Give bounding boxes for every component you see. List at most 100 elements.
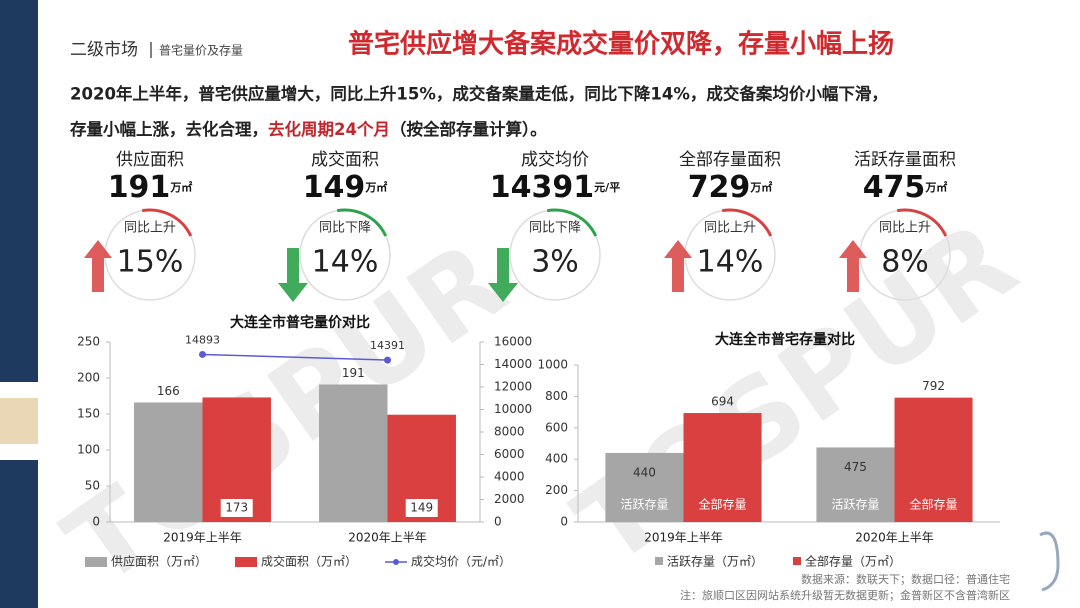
- data-label: 475: [844, 460, 867, 474]
- watermark: TOSPUR: [553, 197, 1038, 590]
- bar: [605, 452, 684, 522]
- kpi-change-label: 同比下降: [529, 221, 581, 236]
- arrow-up: [664, 240, 692, 292]
- summary-line: 存量小幅上涨，去化合理，去化周期24个月（按全部存量计算）。: [70, 119, 547, 139]
- side-band: [0, 0, 38, 382]
- y2-tick-label: 6000: [494, 447, 525, 461]
- logo: [1039, 531, 1060, 592]
- bar-name: 活跃存量: [831, 498, 879, 512]
- legend-label: 活跃存量（万㎡）: [667, 555, 763, 569]
- kpi-unit: 元/平: [594, 181, 620, 194]
- kpi-value-group: 191万㎡: [108, 170, 193, 205]
- kpi-label: 全部存量面积: [679, 150, 781, 170]
- kpi-arc: [546, 208, 598, 237]
- bar-name: 活跃存量: [620, 498, 668, 512]
- kpi-label: 成交均价: [521, 150, 589, 170]
- chart-title: 大连全市普宅存量对比: [715, 331, 855, 348]
- section: 二级市场: [70, 40, 138, 60]
- summary-text: 存量小幅上涨，去化合理，: [70, 119, 268, 139]
- x-tick-label: 2020年上半年: [348, 531, 427, 545]
- y-tick-label: 1000: [537, 358, 568, 372]
- y-tick-label: 800: [545, 389, 568, 403]
- kpi-change-label: 同比上升: [879, 221, 931, 236]
- y2-tick-label: 10000: [494, 402, 532, 416]
- y-tick-label: 200: [545, 483, 568, 497]
- x-tick-label: 2020年上半年: [855, 531, 934, 545]
- legend-label: 供应面积（万㎡）: [111, 554, 207, 569]
- arrow-up: [84, 240, 112, 292]
- data-label: 694: [711, 395, 734, 409]
- legend-label: 成交面积（万㎡）: [261, 554, 357, 569]
- y-tick-label: 600: [545, 420, 568, 434]
- bar: [894, 397, 973, 522]
- kpi-value: 191: [108, 170, 171, 205]
- kpi-label: 活跃存量面积: [854, 150, 956, 170]
- data-label: 191: [342, 366, 365, 380]
- data-label: 14391: [370, 339, 405, 352]
- bar-name: 全部存量: [699, 497, 747, 512]
- slide-title: 普宅供应增大备案成交量价双降，存量小幅上扬: [348, 29, 894, 60]
- kpi-change: 3%: [531, 245, 579, 280]
- bar-name: 全部存量: [910, 497, 958, 512]
- kpi-value-group: 729万㎡: [688, 170, 773, 205]
- kpi-change: 14%: [312, 245, 379, 280]
- kpi-value-group: 14391元/平: [490, 170, 620, 205]
- kpi-change: 8%: [881, 245, 929, 280]
- x-tick-label: 2019年上半年: [644, 531, 723, 545]
- kpi-change: 14%: [697, 245, 764, 280]
- kpi-unit: 万㎡: [924, 180, 947, 194]
- y2-tick-label: 8000: [494, 425, 525, 439]
- data-label: 792: [922, 379, 945, 393]
- y2-tick-label: 4000: [494, 470, 525, 484]
- legend-swatch: [793, 557, 801, 565]
- bar: [134, 402, 203, 522]
- data-label: 149: [410, 501, 433, 515]
- kpi-value: 729: [688, 170, 751, 205]
- y-tick-label: 0: [560, 515, 568, 529]
- kpi-value: 475: [863, 170, 926, 205]
- side-band: [0, 460, 38, 608]
- legend-swatch: [85, 557, 107, 567]
- bar: [319, 384, 388, 522]
- kpi-value-group: 149万㎡: [303, 170, 388, 205]
- kpi-value: 14391: [490, 170, 594, 205]
- subsection: 普宅量价及存量: [159, 43, 243, 58]
- bar: [816, 447, 895, 522]
- bar: [683, 413, 762, 522]
- summary-line: 2020年上半年，普宅供应量增大，同比上升15%，成交备案量走低，同比下降14%…: [70, 84, 888, 104]
- arrow-down: [488, 248, 518, 302]
- chart-title: 大连全市普宅量价对比: [230, 314, 370, 331]
- arrow-up: [839, 240, 867, 292]
- kpi-arc: [721, 208, 773, 237]
- side-band: [0, 398, 38, 444]
- y-tick-label: 200: [77, 371, 100, 385]
- arrow-down: [278, 248, 308, 302]
- kpi-label: 成交面积: [311, 150, 379, 170]
- y-tick-label: 100: [77, 443, 100, 457]
- data-label: 14893: [185, 333, 220, 346]
- y2-tick-label: 16000: [494, 335, 532, 349]
- kpi-arc: [896, 208, 948, 237]
- legend-label: 全部存量（万㎡）: [805, 554, 901, 569]
- legend-swatch: [393, 559, 399, 565]
- y-tick-label: 50: [85, 479, 100, 493]
- y-tick-label: 400: [545, 452, 568, 466]
- legend-swatch: [235, 557, 257, 567]
- kpi-unit: 万㎡: [749, 180, 772, 194]
- y2-tick-label: 12000: [494, 380, 532, 394]
- label-box: [405, 499, 438, 517]
- kpi-arc: [336, 208, 388, 237]
- legend-swatch: [655, 557, 663, 565]
- kpi-change-label: 同比上升: [704, 221, 756, 236]
- kpi-unit: 万㎡: [364, 180, 387, 194]
- line: [202, 353, 388, 361]
- data-label: 440: [633, 465, 656, 479]
- y2-tick-label: 2000: [494, 492, 525, 506]
- kpi-value-group: 475万㎡: [863, 170, 948, 205]
- kpi-unit: 万㎡: [169, 180, 192, 194]
- line-point: [384, 356, 391, 364]
- data-label: 166: [157, 384, 180, 398]
- y-tick-label: 0: [92, 515, 100, 529]
